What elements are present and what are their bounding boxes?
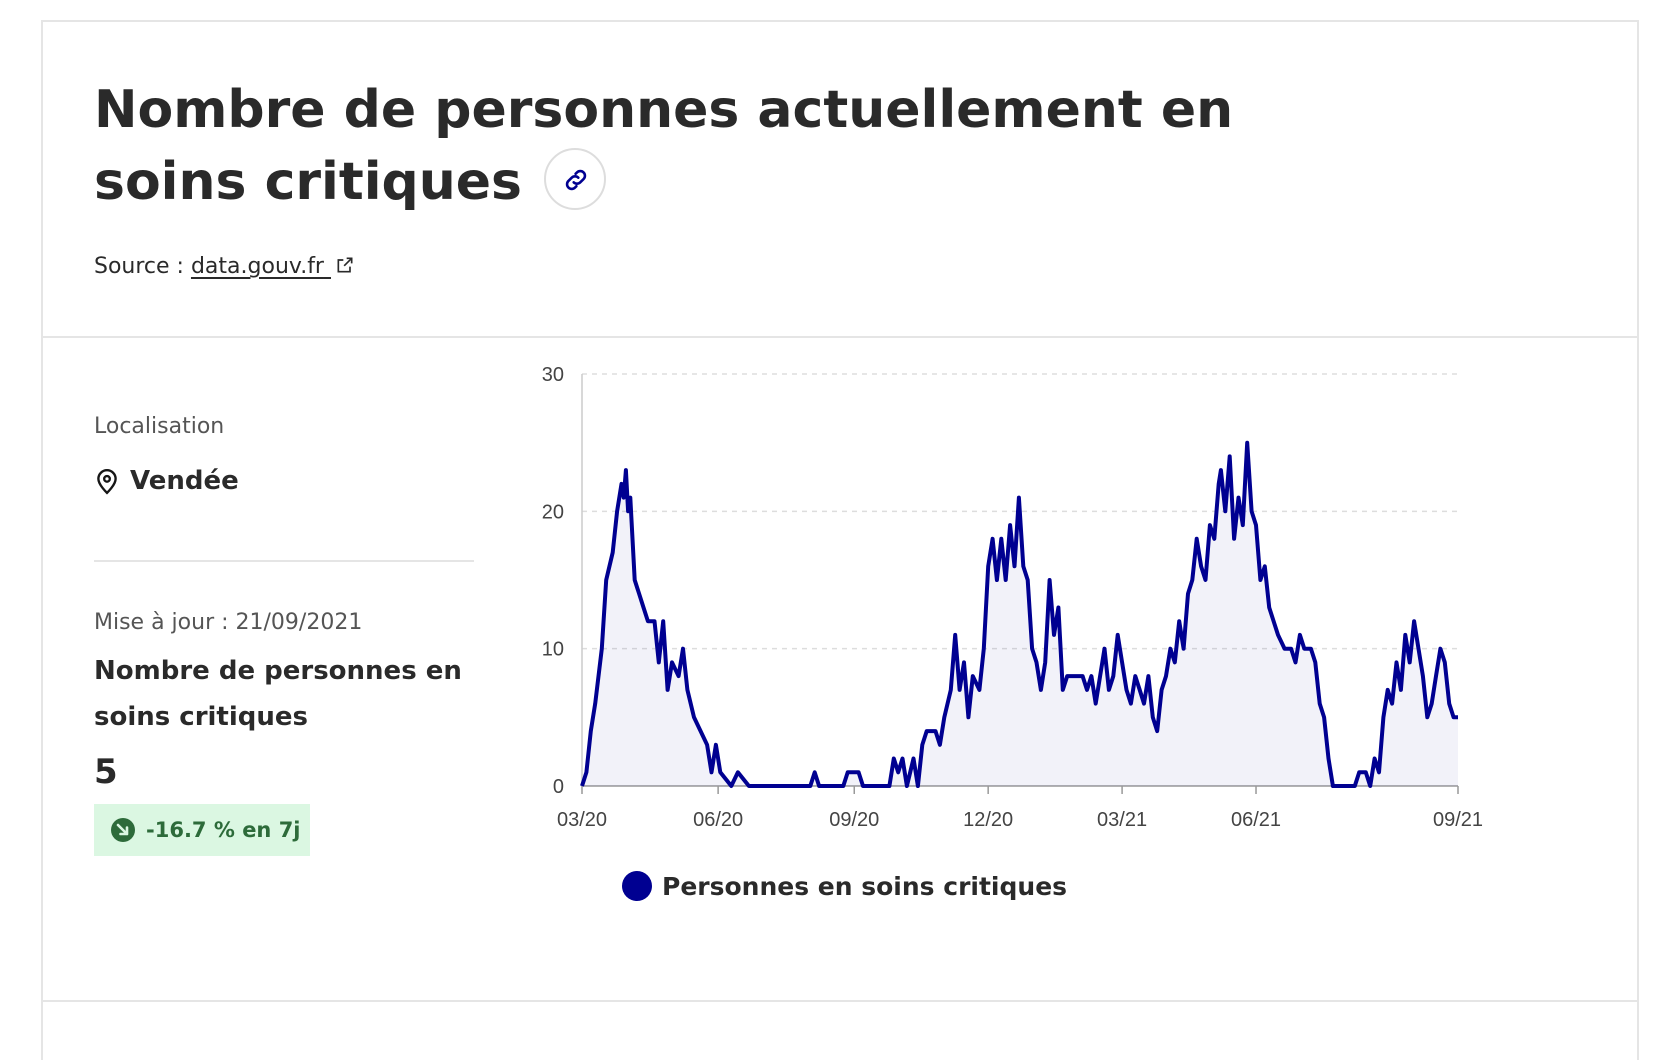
copy-link-button[interactable] — [544, 148, 607, 210]
external-link-icon — [337, 257, 353, 273]
localisation-value: Vendée — [94, 466, 239, 496]
y-tick-label: 0 — [553, 776, 564, 798]
source-label: Source : — [94, 254, 184, 279]
series-area — [582, 442, 1458, 786]
arrow-down-right-icon — [111, 818, 135, 842]
x-tick-label: 06/20 — [693, 809, 743, 831]
legend-label: Personnes en soins critiques — [662, 871, 1068, 901]
area-chart: 0 10 20 30 03/20 06/20 09/20 12/20 03/21 06/21 09/… — [542, 364, 1483, 831]
trend-text: -16.7 % en 7j — [146, 818, 301, 842]
x-tick-label: 09/21 — [1433, 809, 1483, 831]
y-tick-label: 20 — [542, 501, 564, 523]
x-tick-label: 12/20 — [963, 809, 1013, 831]
localisation-label: Localisation — [94, 414, 225, 439]
x-tick-label: 03/21 — [1097, 809, 1147, 831]
source-line: Source : data.gouv.fr — [94, 254, 355, 279]
page-title: Nombre de personnes actuellement en soin… — [94, 74, 1354, 218]
bottom-divider — [41, 1000, 1639, 1002]
update-date: Mise à jour : 21/09/2021 — [94, 610, 363, 635]
title-text: Nombre de personnes actuellement en soin… — [94, 80, 1234, 212]
chart-card: Nombre de personnes actuellement en soin… — [41, 20, 1639, 1060]
trend-badge: -16.7 % en 7j — [94, 804, 310, 856]
y-tick-label: 10 — [542, 639, 564, 661]
series-line — [580, 440, 1458, 788]
map-pin-icon — [97, 469, 117, 495]
link-icon — [565, 169, 587, 191]
x-tick-label: 06/21 — [1231, 809, 1281, 831]
card-header: Nombre de personnes actuellement en soin… — [43, 22, 1637, 338]
source-link[interactable]: data.gouv.fr — [191, 254, 355, 279]
y-tick-label: 30 — [542, 364, 564, 386]
localisation-name: Vendée — [130, 466, 239, 496]
x-tick-label: 09/20 — [829, 809, 879, 831]
metric-value: 5 — [94, 752, 118, 792]
x-tick-label: 03/20 — [557, 809, 607, 831]
divider — [94, 560, 474, 562]
source-link-text: data.gouv.fr — [190, 254, 324, 279]
chart-legend: Personnes en soins critiques — [622, 871, 1067, 901]
legend-marker — [622, 871, 652, 901]
metric-name: Nombre de personnes en soins critiques — [94, 656, 462, 732]
